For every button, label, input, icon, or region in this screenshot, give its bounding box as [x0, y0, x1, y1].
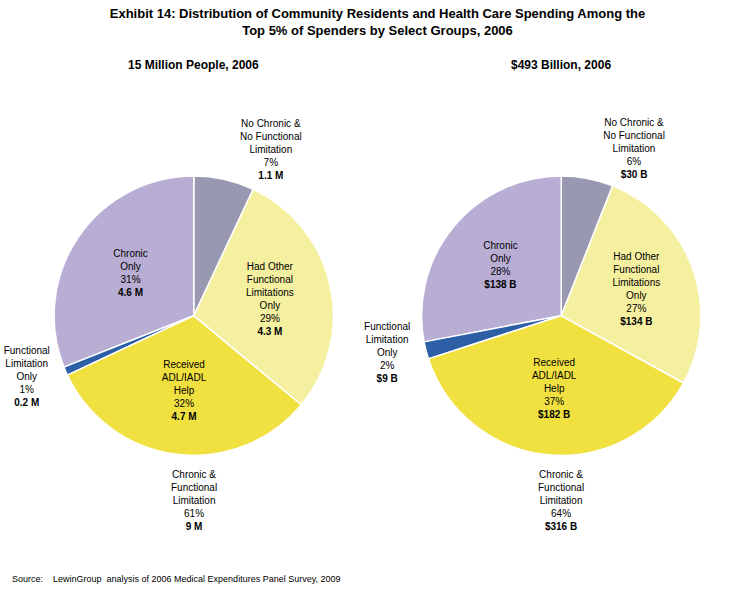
svg-text:Had OtherFunctionalLimitations: Had OtherFunctionalLimitationsOnly29%4.3…	[246, 261, 294, 337]
svg-text:No Chronic &No FunctionalLimit: No Chronic &No FunctionalLimitation7%1.1…	[240, 118, 302, 181]
svg-text:$493 Billion, 2006: $493 Billion, 2006	[511, 58, 611, 72]
svg-text:Source: LewinGroup analysi: Source: LewinGroup analysis of 2006 Medi…	[12, 574, 341, 584]
svg-text:Chronic &FunctionalLimitation6: Chronic &FunctionalLimitation61%9 M	[171, 469, 217, 532]
svg-text:FunctionalLimitationOnly1%0.2: FunctionalLimitationOnly1%0.2 M	[4, 345, 50, 408]
svg-text:15 Million People, 2006: 15 Million People, 2006	[128, 58, 259, 72]
svg-text:ReceivedADL/IADLHelp37%$182 B: ReceivedADL/IADLHelp37%$182 B	[532, 357, 577, 420]
svg-text:FunctionalLimitationOnly2%$9 B: FunctionalLimitationOnly2%$9 B	[364, 321, 410, 384]
svg-text:No Chronic &No FunctionalLimit: No Chronic &No FunctionalLimitation6%$30…	[603, 117, 665, 180]
svg-text:ChronicOnly28%$138 B: ChronicOnly28%$138 B	[483, 240, 517, 290]
svg-text:ReceivedADL/IADLHelp32%4.7 M: ReceivedADL/IADLHelp32%4.7 M	[162, 359, 207, 422]
svg-text:ChronicOnly31%4.6 M: ChronicOnly31%4.6 M	[113, 248, 147, 298]
svg-text:Exhibit 14: Distribution of Co: Exhibit 14: Distribution of Community Re…	[110, 6, 645, 38]
svg-text:Chronic &FunctionalLimitation6: Chronic &FunctionalLimitation64%$316 B	[538, 469, 584, 532]
svg-text:Had OtherFunctionalLimitations: Had OtherFunctionalLimitationsOnly27%$13…	[612, 251, 660, 327]
